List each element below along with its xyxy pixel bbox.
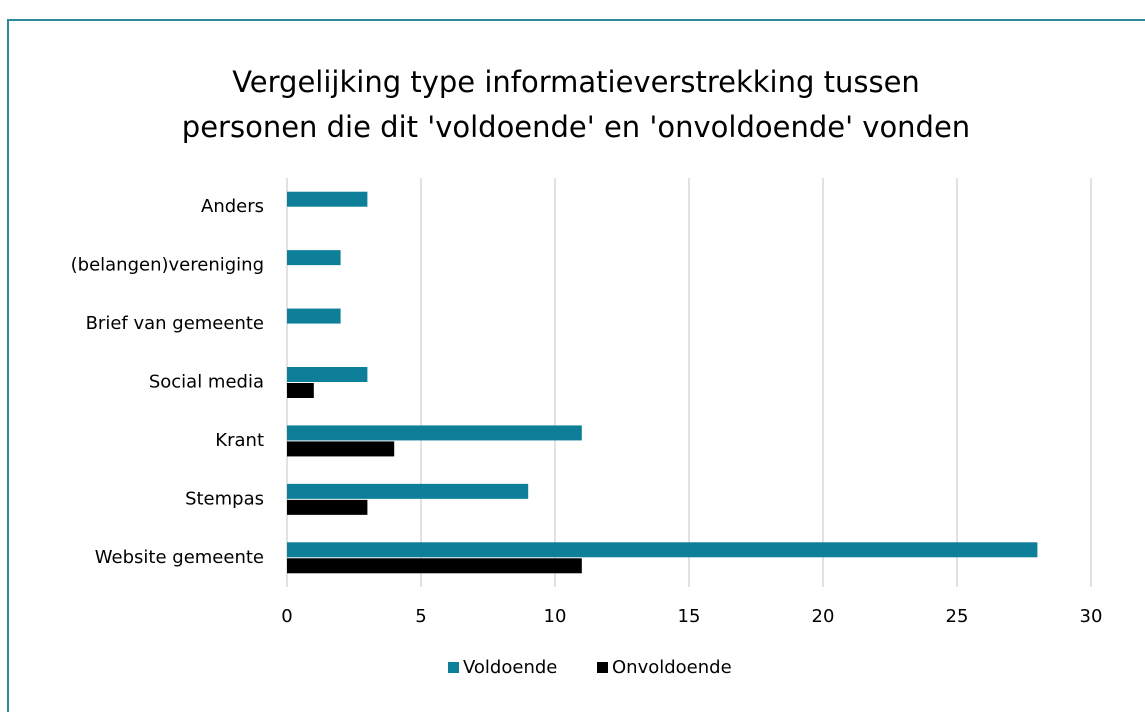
x-tick-label: 30 bbox=[1080, 606, 1103, 627]
bar bbox=[287, 483, 529, 499]
y-tick-label: Stempas bbox=[185, 488, 264, 509]
x-tick-label: 10 bbox=[544, 606, 567, 627]
bar bbox=[287, 383, 314, 398]
x-tick-label: 20 bbox=[812, 606, 835, 627]
bar bbox=[287, 308, 341, 324]
bar bbox=[287, 367, 368, 382]
legend-swatch bbox=[597, 662, 608, 673]
y-tick-label: Brief van gemeente bbox=[86, 313, 264, 334]
bar bbox=[287, 441, 395, 457]
x-tick-label: 5 bbox=[415, 606, 426, 627]
bar bbox=[287, 499, 368, 515]
bar bbox=[287, 542, 1038, 558]
y-tick-label: (belangen)vereniging bbox=[71, 255, 264, 276]
y-tick-label: Website gemeente bbox=[95, 547, 264, 568]
chart-title: personen die dit 'voldoende' en 'onvoldo… bbox=[182, 110, 970, 144]
bar bbox=[287, 191, 368, 207]
y-tick-label: Anders bbox=[201, 196, 264, 217]
y-tick-label: Krant bbox=[215, 430, 264, 451]
legend-label: Onvoldoende bbox=[612, 657, 732, 678]
bar bbox=[287, 558, 582, 574]
x-tick-label: 0 bbox=[281, 606, 292, 627]
legend-label: Voldoende bbox=[463, 657, 557, 678]
y-tick-label: Social media bbox=[149, 372, 264, 393]
legend-swatch bbox=[448, 662, 459, 673]
chart-title: Vergelijking type informatieverstrekking… bbox=[232, 65, 920, 99]
bar bbox=[287, 425, 582, 441]
x-tick-label: 15 bbox=[678, 606, 701, 627]
chart-frame bbox=[7, 19, 1145, 712]
x-tick-label: 25 bbox=[946, 606, 969, 627]
bar bbox=[287, 250, 341, 266]
